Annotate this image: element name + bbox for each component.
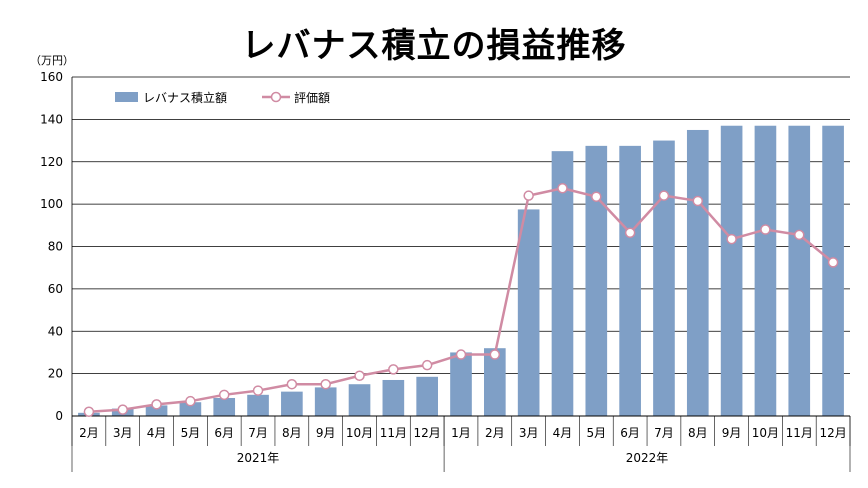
line-marker xyxy=(252,385,264,396)
bar xyxy=(551,151,574,416)
line-marker xyxy=(421,359,433,371)
x-tick-label: 3月 xyxy=(113,426,133,440)
bar xyxy=(213,397,236,416)
line-marker xyxy=(827,257,839,268)
bar xyxy=(450,352,472,416)
legend-label-bars: レバナス積立額 xyxy=(143,90,227,105)
line-marker xyxy=(591,191,602,202)
chart-title: レバナス積立の損益推移 xyxy=(241,26,627,66)
x-tick-label: 12月 xyxy=(819,426,846,440)
x-tick-label: 7月 xyxy=(654,426,674,440)
bar xyxy=(145,405,168,416)
line-marker xyxy=(218,389,230,401)
bar xyxy=(653,140,675,416)
legend-swatch-marker xyxy=(270,91,282,103)
bar xyxy=(416,376,438,416)
x-tick-label: 11月 xyxy=(786,426,813,440)
y-tick-label: 40 xyxy=(48,324,63,338)
line-marker xyxy=(455,349,467,360)
x-tick-label: 4月 xyxy=(147,426,167,440)
x-tick-label: 4月 xyxy=(553,426,573,440)
bar xyxy=(281,391,303,416)
x-tick-label: 8月 xyxy=(688,426,708,440)
x-group-label: 2022年 xyxy=(626,451,669,465)
bar xyxy=(179,402,202,416)
bar xyxy=(720,125,743,416)
y-tick-label: 140 xyxy=(40,112,63,126)
x-tick-label: 6月 xyxy=(214,426,234,440)
line-marker xyxy=(624,227,636,238)
x-tick-label: 10月 xyxy=(346,426,373,440)
line-marker xyxy=(83,406,95,418)
bar xyxy=(247,394,269,416)
x-tick-label: 7月 xyxy=(248,426,268,440)
bar xyxy=(788,125,811,416)
line-marker xyxy=(286,378,298,390)
bar xyxy=(822,125,844,416)
bar xyxy=(517,209,540,416)
legend-label-line: 評価額 xyxy=(294,90,330,105)
y-tick-label: 100 xyxy=(40,197,63,211)
line-marker xyxy=(557,182,568,194)
x-tick-label: 5月 xyxy=(181,426,201,440)
x-tick-label: 11月 xyxy=(380,426,407,440)
x-tick-label: 12月 xyxy=(414,426,441,440)
y-tick-label: 20 xyxy=(48,367,63,381)
x-group-label: 2021年 xyxy=(237,451,280,465)
line-marker xyxy=(692,195,704,207)
legend-swatch-bars xyxy=(115,92,138,102)
line-marker xyxy=(117,404,128,415)
x-tick-label: 2月 xyxy=(485,426,505,440)
line-marker xyxy=(658,190,670,201)
line-marker xyxy=(354,370,365,381)
x-tick-label: 6月 xyxy=(620,426,640,440)
line-marker xyxy=(185,395,196,407)
x-tick-label: 5月 xyxy=(586,426,606,440)
bar xyxy=(348,384,371,416)
line-marker xyxy=(388,364,399,375)
line-marker xyxy=(151,399,162,410)
y-tick-label: 0 xyxy=(55,409,63,423)
bar xyxy=(619,145,641,416)
bar xyxy=(314,387,337,416)
line-marker xyxy=(760,224,771,235)
bar xyxy=(686,129,709,416)
y-tick-label: 160 xyxy=(40,70,63,84)
y-axis-unit-label: （万円） xyxy=(30,54,74,67)
y-tick-label: 60 xyxy=(48,282,63,296)
bar xyxy=(382,379,405,416)
y-tick-label: 120 xyxy=(40,155,63,169)
x-tick-label: 8月 xyxy=(282,426,302,440)
bar xyxy=(484,348,506,416)
x-tick-label: 2月 xyxy=(79,426,99,440)
line-marker xyxy=(726,233,737,245)
x-tick-label: 9月 xyxy=(722,426,742,440)
bar xyxy=(585,145,608,416)
line-marker xyxy=(523,190,534,201)
line-marker xyxy=(489,349,501,360)
line-marker xyxy=(794,229,805,241)
x-tick-label: 9月 xyxy=(316,426,336,440)
x-tick-label: 10月 xyxy=(752,426,779,440)
x-tick-label: 1月 xyxy=(451,426,471,440)
bar xyxy=(754,125,777,416)
line-marker xyxy=(320,378,331,390)
x-tick-label: 3月 xyxy=(519,426,539,440)
y-tick-label: 80 xyxy=(48,240,63,254)
